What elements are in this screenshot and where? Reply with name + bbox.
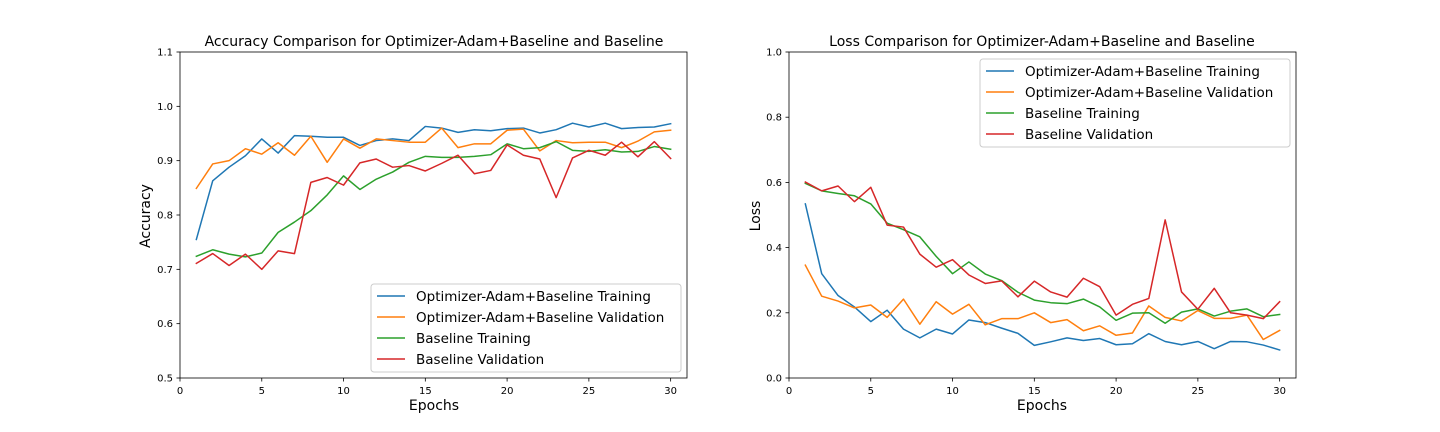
accuracy-legend-label-1: Optimizer-Adam+Baseline Training [416, 289, 651, 305]
accuracy-legend-box [370, 283, 682, 373]
loss-series-line-1 [804, 203, 1281, 351]
accuracy-legend: Optimizer-Adam+Baseline Training Optimize… [370, 283, 682, 373]
accuracy-legend-label-2: Optimizer-Adam+Baseline Validation [416, 310, 664, 326]
loss-legend: Optimizer-Adam+Baseline Training Optimize… [979, 58, 1291, 148]
accuracy-x-tick-label: 10 [337, 386, 350, 397]
accuracy-legend-label-3: Baseline Training [416, 331, 531, 347]
loss-y-axis-label: Loss [748, 201, 764, 232]
loss-chart-panel: Loss Comparison for Optimizer-Adam+Basel… [748, 34, 1297, 414]
loss-x-tick-label: 10 [946, 386, 959, 397]
accuracy-chart-title: Accuracy Comparison for Optimizer-Adam+B… [205, 34, 664, 50]
accuracy-y-tick-label: 0.9 [157, 156, 173, 167]
accuracy-x-tick-label: 20 [501, 386, 514, 397]
accuracy-x-tick-label: 15 [419, 386, 432, 397]
accuracy-y-tick-label: 0.7 [157, 265, 173, 276]
loss-x-tick-label: 30 [1273, 386, 1286, 397]
loss-chart-title: Loss Comparison for Optimizer-Adam+Basel… [829, 34, 1255, 50]
accuracy-series-line-4 [195, 140, 672, 271]
loss-y-tick-label: 0.6 [766, 178, 782, 189]
accuracy-x-tick-label: 25 [583, 386, 596, 397]
accuracy-y-tick-label: 0.6 [157, 319, 173, 330]
accuracy-x-tick-label: 30 [664, 386, 677, 397]
accuracy-series-lines [195, 122, 672, 271]
accuracy-y-tick-label: 1.1 [157, 48, 173, 59]
loss-legend-label-4: Baseline Validation [1025, 127, 1153, 143]
loss-y-tick-label: 0.2 [766, 308, 782, 319]
accuracy-series-line-1 [195, 122, 672, 241]
loss-x-tick-label: 25 [1192, 386, 1205, 397]
loss-x-tick-label: 5 [868, 386, 874, 397]
loss-plot-frame [788, 51, 1297, 379]
loss-y-tick-label: 0.0 [766, 374, 782, 385]
loss-x-axis-label: Epochs [1017, 398, 1067, 414]
accuracy-legend-label-4: Baseline Validation [416, 352, 544, 368]
loss-series-line-4 [804, 181, 1281, 320]
accuracy-series-line-2 [195, 127, 672, 190]
loss-legend-label-2: Optimizer-Adam+Baseline Validation [1025, 85, 1273, 101]
accuracy-chart-panel: Accuracy Comparison for Optimizer-Adam+B… [138, 34, 688, 414]
accuracy-y-axis-label: Accuracy [138, 184, 154, 248]
accuracy-x-tick-label: 0 [177, 386, 183, 397]
loss-legend-label-1: Optimizer-Adam+Baseline Training [1025, 64, 1260, 80]
accuracy-x-axis-label: Epochs [409, 398, 459, 414]
accuracy-y-tick-label: 0.8 [157, 211, 173, 222]
loss-x-tick-label: 0 [786, 386, 792, 397]
loss-series-line-2 [804, 264, 1281, 341]
loss-y-tick-label: 0.8 [766, 113, 782, 124]
loss-series-lines [804, 181, 1281, 351]
loss-x-tick-label: 15 [1028, 386, 1041, 397]
accuracy-y-tick-label: 1.0 [157, 102, 173, 113]
loss-legend-label-3: Baseline Training [1025, 106, 1140, 122]
accuracy-x-tick-label: 5 [259, 386, 265, 397]
loss-x-tick-label: 20 [1110, 386, 1123, 397]
accuracy-y-tick-label: 0.5 [157, 374, 173, 385]
loss-legend-box [979, 58, 1291, 148]
loss-y-tick-label: 1.0 [766, 48, 782, 59]
loss-y-tick-label: 0.4 [766, 243, 782, 254]
